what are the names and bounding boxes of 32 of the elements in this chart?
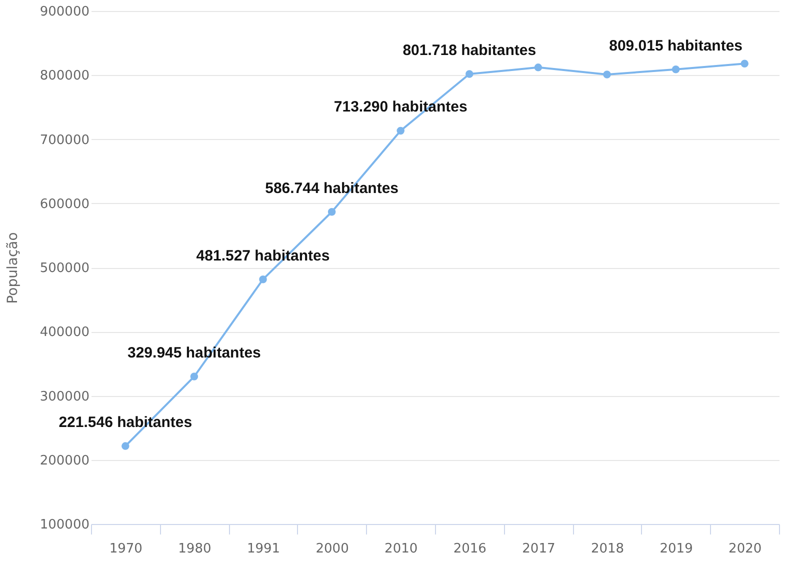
point — [534, 64, 542, 72]
x-tick-label: 2017 — [522, 542, 556, 556]
x-tick-label: 1991 — [246, 542, 280, 556]
x-tick-label: 2000 — [316, 542, 349, 556]
point — [259, 275, 267, 284]
y-axis-title: População — [4, 232, 21, 304]
y-tick-label: 400000 — [40, 325, 90, 340]
point — [672, 65, 680, 74]
point — [603, 70, 611, 78]
y-tick-label: 100000 — [40, 518, 90, 532]
data-label: 809.015 habitantes — [609, 37, 743, 54]
y-tick-label: 700000 — [40, 132, 90, 148]
point — [190, 372, 198, 380]
point — [396, 126, 404, 135]
x-tick-label: 2018 — [590, 542, 624, 556]
x-tick-label: 2010 — [384, 542, 418, 556]
point — [740, 60, 748, 68]
data-label: 801.718 habitantes — [402, 42, 536, 60]
y-tick-label: 800000 — [40, 68, 90, 84]
x-tick-label: 2020 — [728, 542, 762, 556]
x-tick-label: 1980 — [178, 542, 212, 556]
x-tick-label: 1970 — [109, 542, 142, 556]
y-tick-label: 300000 — [40, 389, 90, 404]
point — [328, 208, 336, 216]
point — [466, 70, 474, 78]
y-tick-label: 600000 — [40, 196, 90, 212]
point — [122, 442, 130, 450]
x-tick-label: 2019 — [660, 542, 693, 556]
x-tick-label: 2016 — [453, 542, 486, 556]
y-tick-label: 200000 — [40, 453, 90, 468]
y-tick-label: 500000 — [40, 261, 90, 276]
y-tick-label: 900000 — [40, 4, 90, 20]
